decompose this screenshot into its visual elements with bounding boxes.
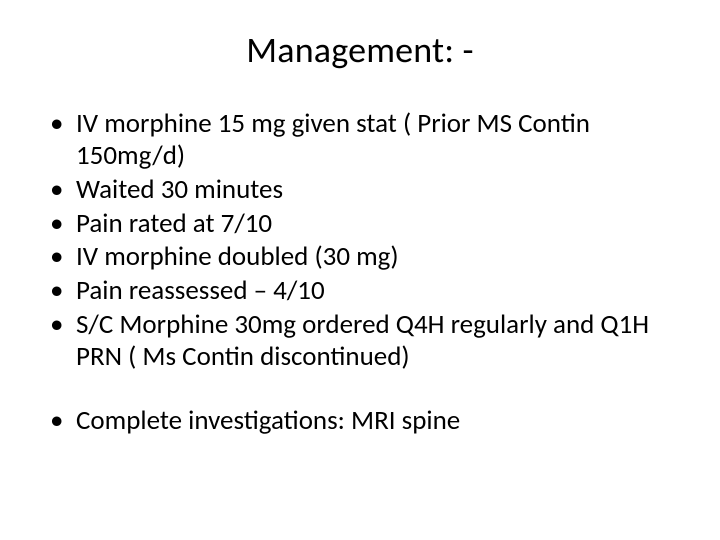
list-item: Waited 30 minutes [48, 174, 672, 206]
spacer [48, 375, 672, 405]
list-item: Pain reassessed – 4/10 [48, 275, 672, 307]
bullet-list-main: IV morphine 15 mg given stat ( Prior MS … [48, 108, 672, 373]
list-item: Complete investigations: MRI spine [48, 405, 672, 437]
list-item: IV morphine 15 mg given stat ( Prior MS … [48, 108, 672, 172]
list-item: Pain rated at 7/10 [48, 208, 672, 240]
list-item: S/C Morphine 30mg ordered Q4H regularly … [48, 309, 672, 373]
slide-title: Management: - [48, 28, 672, 72]
list-item: IV morphine doubled (30 mg) [48, 241, 672, 273]
bullet-list-secondary: Complete investigations: MRI spine [48, 405, 672, 437]
slide: Management: - IV morphine 15 mg given st… [0, 0, 720, 540]
